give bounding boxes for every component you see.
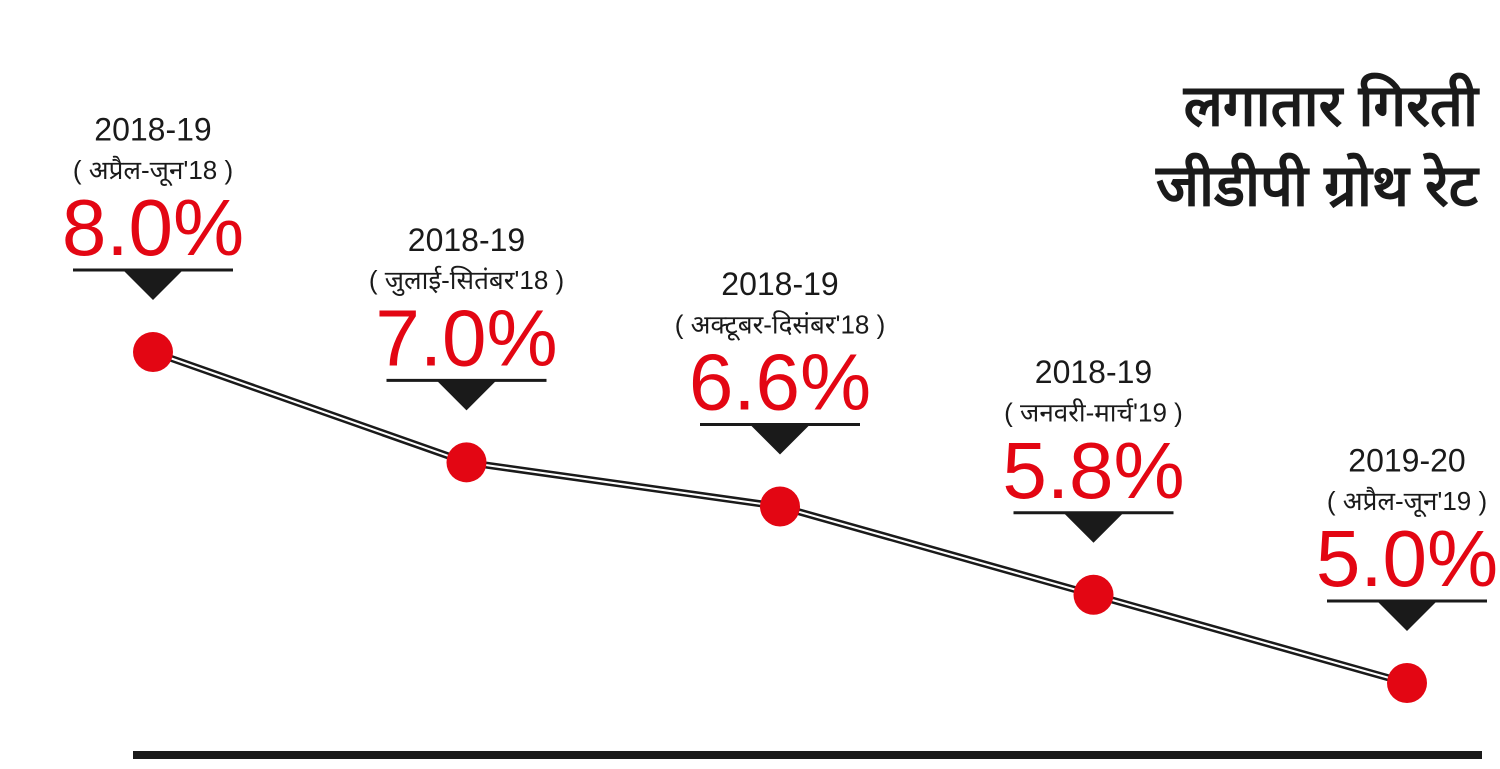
point [760, 486, 800, 527]
period-label: ( जुलाई-सितंबर'18 ) [369, 265, 564, 296]
value-label: 6.6% [689, 338, 871, 427]
category-label: 2018-19 [94, 111, 211, 147]
value-label: 7.0% [375, 293, 557, 382]
category-label: 2018-19 [1035, 354, 1152, 390]
point [446, 442, 487, 483]
label-pointer [436, 380, 497, 411]
period-label: ( अप्रैल-जून'19 ) [1327, 486, 1487, 518]
point [1387, 663, 1427, 703]
label-pointer [1377, 601, 1437, 631]
label-pointer [750, 424, 810, 455]
chart-title: जीडीपी ग्रोथ रेट [1155, 152, 1480, 218]
period-label: ( अक्टूबर-दिसंबर'18 ) [675, 309, 886, 341]
period-label: ( जनवरी-मार्च'19 ) [1004, 398, 1183, 428]
value-label: 8.0% [62, 183, 244, 272]
value-label: 5.8% [1002, 426, 1184, 515]
label-pointer [1063, 512, 1124, 543]
value-label: 5.0% [1316, 514, 1498, 603]
point [133, 332, 173, 372]
period-label: ( अप्रैल-जून'18 ) [73, 155, 233, 187]
point [1073, 574, 1114, 615]
category-label: 2018-19 [721, 266, 838, 302]
label-pointer [123, 270, 183, 300]
category-label: 2018-19 [408, 222, 525, 258]
chart-title: लगातार गिरती [1183, 72, 1480, 138]
category-label: 2019-20 [1348, 442, 1465, 478]
